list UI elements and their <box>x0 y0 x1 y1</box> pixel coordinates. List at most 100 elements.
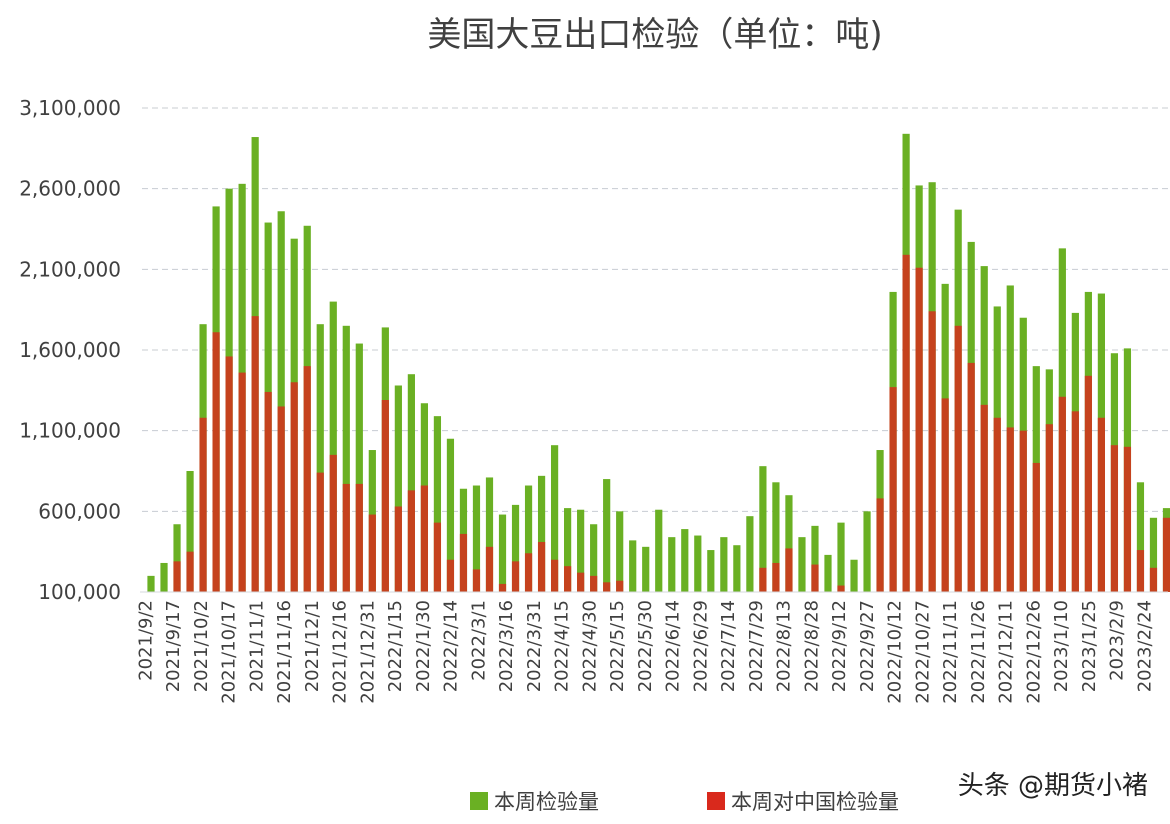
bar-china <box>1084 375 1092 592</box>
bar-total <box>824 554 832 592</box>
bar-china <box>225 356 233 592</box>
bar-china <box>485 546 494 592</box>
bar-china <box>1071 411 1079 592</box>
bar-china <box>577 572 585 592</box>
bar-china <box>993 417 1001 592</box>
x-tick-label: 2022/11/11 <box>940 600 961 704</box>
bar-china <box>811 564 819 592</box>
bar-china <box>616 580 624 592</box>
bar-china <box>394 506 402 592</box>
bar-total <box>642 546 650 592</box>
x-tick-label: 2022/5/15 <box>607 600 628 692</box>
bar-total <box>733 545 741 592</box>
x-tick-label: 2022/12/11 <box>996 600 1017 704</box>
bar-china <box>407 490 415 592</box>
x-tick-label: 2022/1/15 <box>385 600 406 692</box>
y-tick-label: 2,600,000 <box>19 177 121 201</box>
bar-total <box>186 471 194 592</box>
legend: 本周检验量 本周对中国检验量 <box>470 790 899 814</box>
x-tick-label: 2022/10/27 <box>912 600 933 704</box>
bar-total <box>811 525 819 592</box>
bar-total <box>173 524 181 592</box>
bar-china <box>550 559 559 592</box>
bar-total <box>668 537 676 592</box>
x-tick-label: 2022/11/26 <box>968 600 989 704</box>
y-tick-label: 1,600,000 <box>19 338 121 362</box>
x-tick-label: 2022/9/27 <box>857 600 878 692</box>
x-tick-label: 2022/5/30 <box>635 600 656 692</box>
x-axis-ticks: 2021/9/2 2021/9/17 2021/10/2 2021/10/17 2021… <box>135 600 1155 704</box>
bar-total <box>433 416 442 592</box>
bar-total <box>524 485 533 592</box>
x-tick-label: 2021/10/17 <box>219 600 240 704</box>
bar-china <box>199 417 207 592</box>
bar-total <box>472 485 481 592</box>
bar-total <box>655 509 663 592</box>
y-tick-label: 2,100,000 <box>19 257 121 281</box>
bar-total <box>707 550 715 592</box>
bar-china <box>564 566 572 592</box>
bar-china <box>498 583 507 592</box>
bar-total <box>342 325 350 592</box>
bar-china <box>1110 445 1119 592</box>
bar-china <box>1006 427 1014 592</box>
bar-total <box>407 374 415 592</box>
watermark: 头条 @期货小褚 <box>958 771 1148 801</box>
legend-label-china: 本周对中国检验量 <box>731 790 899 814</box>
bar-china <box>1136 550 1145 592</box>
bar-china <box>537 541 546 592</box>
bar-china <box>342 483 350 592</box>
bar-china <box>329 454 337 592</box>
x-tick-label: 2021/9/17 <box>163 600 184 692</box>
bar-total <box>681 529 689 592</box>
x-tick-label: 2022/4/15 <box>552 600 573 692</box>
bar-china <box>785 548 793 592</box>
bar-china <box>212 332 220 592</box>
bar-total <box>355 343 363 592</box>
bar-china <box>928 311 936 592</box>
bar-china <box>472 569 481 592</box>
bar-total <box>863 511 871 592</box>
bar-china <box>381 400 389 592</box>
bar-china <box>186 551 194 592</box>
bar-total <box>785 495 793 592</box>
x-tick-label: 2023/1/25 <box>1079 600 1100 692</box>
bar-total <box>837 522 845 592</box>
y-tick-label: 600,000 <box>38 499 121 523</box>
x-tick-label: 2022/3/16 <box>496 600 517 692</box>
legend-swatch-total <box>470 792 488 810</box>
bar-total <box>772 482 780 592</box>
bar-china <box>915 267 923 592</box>
bar-china <box>1045 424 1053 592</box>
x-tick-label: 2022/12/26 <box>1023 600 1044 704</box>
bar-china <box>511 561 520 592</box>
bar-china <box>316 472 324 592</box>
bar-china <box>1123 446 1132 592</box>
bar-total <box>498 514 507 592</box>
bar-china <box>251 316 259 592</box>
x-tick-label: 2021/12/31 <box>357 600 378 704</box>
x-tick-label: 2022/8/28 <box>801 600 822 692</box>
bar-total <box>798 537 806 592</box>
x-tick-label: 2021/11/1 <box>246 600 267 692</box>
bar-total <box>746 516 754 592</box>
bar-china <box>772 562 780 592</box>
bar-total <box>277 211 285 592</box>
bar-total <box>759 466 767 592</box>
x-tick-label: 2023/2/24 <box>1134 600 1155 692</box>
bar-china <box>603 582 611 592</box>
bar-china <box>759 567 767 592</box>
bar-china <box>967 362 975 592</box>
x-tick-label: 2022/9/12 <box>829 600 850 692</box>
bar-total <box>850 559 858 592</box>
chart-title: 美国大豆出口检验（单位：吨) <box>427 15 882 55</box>
bar-total <box>485 477 494 592</box>
bar-china <box>433 522 442 592</box>
x-tick-label: 2022/8/13 <box>774 600 795 692</box>
legend-label-total: 本周检验量 <box>494 790 599 814</box>
y-axis-ticks: 100,000 600,000 1,100,000 1,600,000 2,100,00… <box>19 96 121 604</box>
bar-china <box>941 398 949 592</box>
bar-china <box>446 559 455 592</box>
y-tick-label: 3,100,000 <box>19 96 121 120</box>
y-tick-label: 1,100,000 <box>19 419 121 443</box>
